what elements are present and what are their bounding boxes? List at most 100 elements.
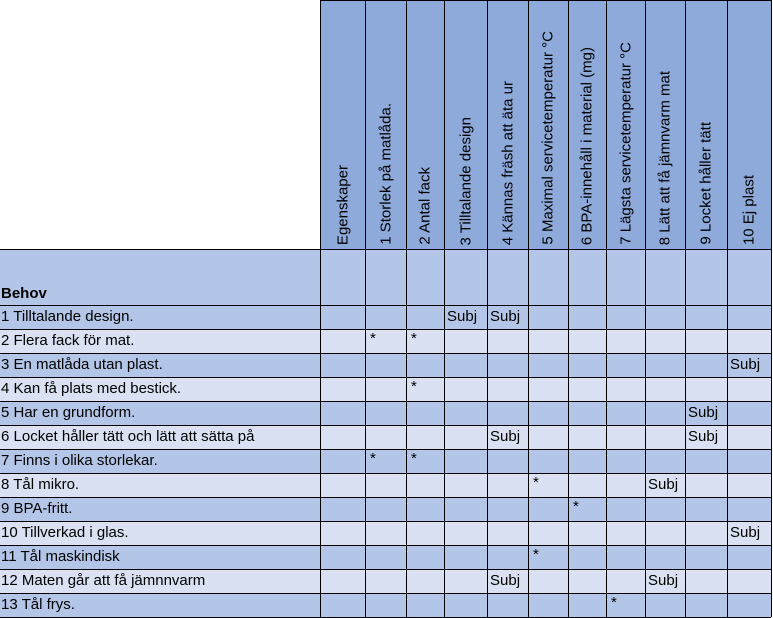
matrix-cell [444,569,487,593]
column-header-label: 7 Lägsta servicetemperatur °C [617,42,634,245]
row-label: 9 BPA-fritt. [0,497,320,521]
grid-line-vertical [365,0,366,617]
matrix-cell [320,593,365,617]
matrix-cell [727,329,771,353]
matrix-cell [320,473,365,497]
matrix-cell [365,497,406,521]
column-header: 6 BPA-innehåll i material (mg) [568,0,606,249]
matrix-cell: * [406,377,444,401]
behov-cell [365,249,406,305]
matrix-cell [528,377,568,401]
matrix-cell [528,329,568,353]
matrix-cell [528,521,568,545]
matrix-cell [320,401,365,425]
row-label: 8 Tål mikro. [0,473,320,497]
behov-cell [685,249,727,305]
grid-line-vertical [685,0,686,617]
matrix-cell [727,305,771,329]
grid-line-horizontal [0,473,771,474]
grid-line-horizontal [0,329,771,330]
matrix-cell [444,377,487,401]
matrix-cell [685,449,727,473]
matrix-cell [645,401,685,425]
grid-line-vertical [320,0,321,617]
matrix-cell: Subj [487,569,528,593]
grid-line-vertical [771,0,772,617]
matrix-cell [487,497,528,521]
matrix-cell [487,377,528,401]
column-header: 8 Lätt att få jämnvarm mat [645,0,685,249]
matrix-cell [528,305,568,329]
matrix-cell [406,353,444,377]
matrix-cell: Subj [444,305,487,329]
matrix-cell [487,449,528,473]
matrix-cell [645,377,685,401]
column-header: 1 Storlek på matlåda. [365,0,406,249]
row-label: 2 Flera fack för mat. [0,329,320,353]
behov-cell [528,249,568,305]
matrix-cell [406,401,444,425]
matrix-cell [528,569,568,593]
matrix-cell [568,401,606,425]
column-header-label: Egenskaper [334,164,351,245]
grid-line-vertical [645,0,646,617]
matrix-cell [528,425,568,449]
matrix-cell: Subj [685,401,727,425]
matrix-cell [645,305,685,329]
matrix-cell [365,305,406,329]
matrix-cell [444,497,487,521]
row-label: 5 Har en grundform. [0,401,320,425]
grid-line-horizontal [0,497,771,498]
matrix-cell: * [365,329,406,353]
matrix-cell [606,353,645,377]
matrix-cell [568,473,606,497]
matrix-cell [727,593,771,617]
matrix-cell [406,425,444,449]
matrix-cell [444,473,487,497]
matrix-cell [320,353,365,377]
matrix-cell [606,521,645,545]
matrix-cell [685,353,727,377]
row-label: 6 Locket håller tätt och lätt att sätta … [0,425,320,449]
column-header-label: 2 Antal fack [416,167,434,245]
matrix-cell [406,545,444,569]
column-header: 9 Locket håller tätt [685,0,727,249]
matrix-cell [444,593,487,617]
matrix-cell [320,497,365,521]
behov-label-cell: Behov [0,249,320,305]
matrix-cell [444,449,487,473]
grid-line-horizontal [0,353,771,354]
column-header: 5 Maximal servicetemperatur °C [528,0,568,249]
column-header-label: 6 BPA-innehåll i material (mg) [578,46,596,245]
matrix-cell [444,521,487,545]
matrix-cell [568,449,606,473]
column-header-label: 3 Tilltalande design [457,116,474,245]
matrix-cell [444,401,487,425]
matrix-cell [606,497,645,521]
matrix-cell [320,569,365,593]
matrix-cell [487,521,528,545]
grid-line-horizontal [320,0,771,1]
matrix-cell [645,521,685,545]
matrix-cell [685,305,727,329]
matrix-cell [528,593,568,617]
row-label: 1 Tilltalande design. [0,305,320,329]
matrix-cell: * [568,497,606,521]
matrix-cell [727,545,771,569]
grid-line-vertical [568,0,569,617]
matrix-cell [645,329,685,353]
matrix-cell [320,305,365,329]
matrix-cell [487,593,528,617]
matrix-cell [685,473,727,497]
matrix-cell [365,425,406,449]
matrix-cell [727,401,771,425]
grid-line-vertical [406,0,407,617]
matrix-cell [645,353,685,377]
matrix-cell [606,377,645,401]
matrix-cell [645,593,685,617]
matrix-cell [685,545,727,569]
matrix-cell [320,425,365,449]
grid-line-vertical [606,0,607,617]
matrix-cell [727,425,771,449]
matrix-cell [365,353,406,377]
